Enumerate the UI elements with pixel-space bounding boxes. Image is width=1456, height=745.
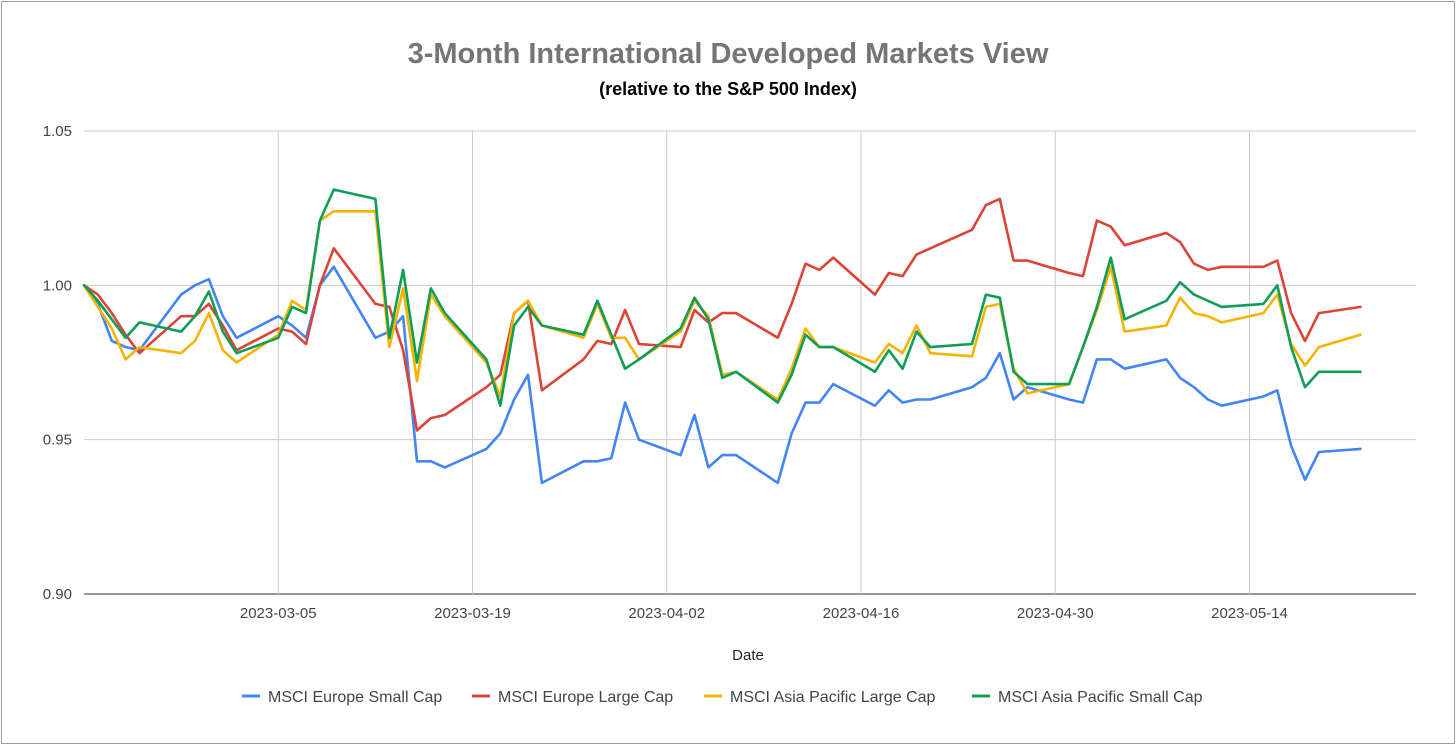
y-axis-ticks: 0.90 0.95 1.00 1.05 (43, 123, 72, 603)
series-line-msci-asia-pacific-small-cap (82, 188, 1362, 408)
x-tick-label: 2023-04-16 (823, 605, 900, 622)
legend-item: MSCI Europe Large Cap (472, 689, 673, 706)
legend: MSCI Europe Small Cap MSCI Europe Large C… (242, 689, 1203, 706)
chart-title: 3-Month International Developed Markets … (408, 38, 1049, 70)
y-tick-label: 0.90 (43, 586, 72, 603)
series-line-msci-europe-small-cap (82, 265, 1362, 485)
y-tick-label: 1.00 (43, 277, 72, 294)
gridlines (84, 130, 1416, 595)
series-line-msci-europe-large-cap (82, 197, 1362, 432)
x-tick-label: 2023-05-14 (1211, 605, 1288, 622)
x-tick-label: 2023-04-02 (628, 605, 705, 622)
legend-label: MSCI Europe Large Cap (498, 689, 673, 706)
x-tick-label: 2023-03-05 (240, 605, 317, 622)
y-tick-label: 0.95 (43, 432, 72, 449)
legend-item: MSCI Asia Pacific Small Cap (972, 689, 1203, 706)
legend-label: MSCI Europe Small Cap (268, 689, 442, 706)
chart-subtitle: (relative to the S&P 500 Index) (599, 79, 857, 99)
y-tick-label: 1.05 (43, 123, 72, 140)
x-tick-label: 2023-04-30 (1017, 605, 1094, 622)
series-lines (82, 188, 1362, 485)
x-axis-label: Date (732, 647, 764, 664)
legend-label: MSCI Asia Pacific Large Cap (730, 689, 936, 706)
legend-label: MSCI Asia Pacific Small Cap (998, 689, 1203, 706)
legend-item: MSCI Europe Small Cap (242, 689, 442, 706)
series-line-msci-asia-pacific-large-cap (82, 210, 1362, 401)
x-tick-label: 2023-03-19 (434, 605, 511, 622)
x-axis-ticks: 2023-03-05 2023-03-19 2023-04-02 2023-04-16… (240, 605, 1288, 622)
legend-item: MSCI Asia Pacific Large Cap (704, 689, 936, 706)
